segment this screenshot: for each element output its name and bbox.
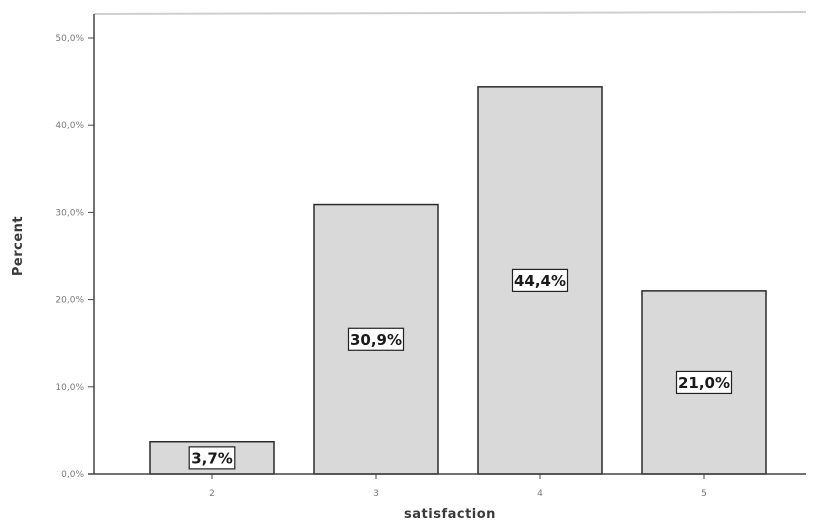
data-label-box [511,268,569,293]
y-tick-label: 50,0% [55,34,84,44]
x-tick-label: 2 [209,489,215,499]
y-axis-title: Percent [11,216,26,276]
x-ticks-group: 2 3 4 5 [209,474,707,499]
y-tick-label: 20,0% [55,296,84,306]
data-label-text: 21,0% [678,374,730,392]
data-label-box [188,446,236,470]
y-tick-label: 30,0% [55,208,84,218]
y-tick-label: 0,0% [61,470,84,480]
data-label-text: 3,7% [191,449,233,467]
data-label-3: 30,9% [347,327,405,351]
data-label-5: 21,0% [675,370,733,395]
y-tick-label: 40,0% [55,121,84,131]
x-axis-title: satisfaction [404,507,496,522]
y-tick-label: 10,0% [55,383,84,393]
data-label-box [347,327,405,351]
data-label-box [675,370,733,395]
x-tick-label: 4 [537,489,543,499]
y-ticks-group: 0,0% 10,0% 20,0% 30,0% 40,0% 50,0% [55,34,94,480]
data-label-4: 44,4% [511,268,569,293]
x-tick-label: 5 [701,489,707,499]
data-label-text: 44,4% [514,272,566,290]
data-labels-group: 3,7% 30,9% 44,4% 21,0% [188,268,733,470]
x-tick-label: 3 [373,489,379,499]
data-label-text: 30,9% [350,331,402,349]
data-label-2: 3,7% [188,446,236,470]
top-frame-line [93,11,807,15]
